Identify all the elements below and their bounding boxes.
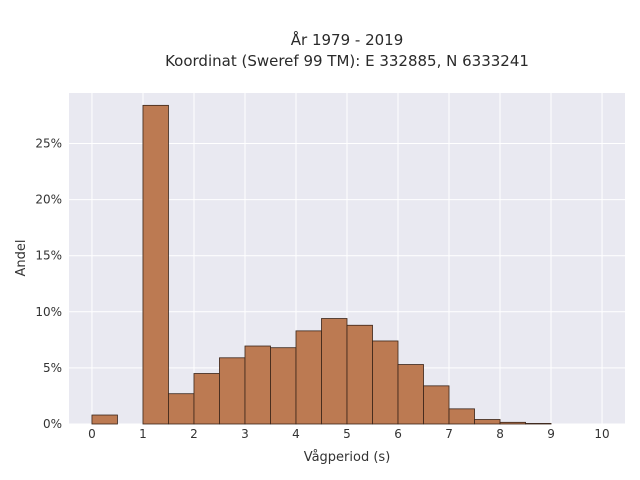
bar-11 — [397, 364, 424, 425]
chart-title-line-2: Koordinat (Sweref 99 TM): E 332885, N 63… — [165, 52, 529, 70]
x-tick-label-3: 3 — [241, 427, 249, 441]
x-tick-label-8: 8 — [496, 427, 504, 441]
y-tick-label-5: 25% — [35, 136, 62, 150]
chart-title-line-1: År 1979 - 2019 — [291, 30, 404, 49]
x-tick-label-6: 6 — [394, 427, 402, 441]
bar-16 — [525, 423, 552, 425]
bar-15 — [499, 421, 526, 425]
y-tick-label-0: 0% — [43, 417, 62, 431]
x-tick-label-1: 1 — [139, 427, 147, 441]
bar-2 — [168, 393, 195, 425]
x-tick-label-7: 7 — [445, 427, 453, 441]
bar-14 — [474, 419, 501, 425]
y-tick-label-3: 15% — [35, 249, 62, 263]
bar-10 — [372, 340, 399, 425]
x-tick-label-4: 4 — [292, 427, 300, 441]
bar-1 — [142, 104, 169, 425]
x-axis-ticks: 0 1 2 3 4 5 6 7 8 9 10 — [88, 427, 610, 441]
y-tick-label-2: 10% — [35, 305, 62, 319]
x-tick-label-9: 9 — [547, 427, 555, 441]
bars — [91, 104, 552, 425]
bar-13 — [448, 408, 475, 425]
x-tick-label-0: 0 — [88, 427, 96, 441]
x-tick-label-10: 10 — [594, 427, 609, 441]
bar-6 — [270, 347, 297, 425]
bar-5 — [244, 345, 271, 425]
bar-7 — [295, 330, 322, 425]
x-axis-label: Vågperiod (s) — [304, 450, 391, 465]
y-axis-label: Andel — [14, 240, 29, 277]
bar-8 — [321, 318, 348, 425]
x-tick-label-2: 2 — [190, 427, 198, 441]
bar-9 — [346, 324, 373, 425]
bar-12 — [423, 385, 450, 425]
x-tick-label-5: 5 — [343, 427, 351, 441]
bar-4 — [219, 357, 246, 425]
y-tick-label-1: 5% — [43, 361, 62, 375]
y-axis-ticks: 0% 5% 10% 15% 20% 25% — [35, 136, 62, 431]
bar-3 — [193, 373, 220, 425]
bar-0 — [91, 414, 118, 425]
y-tick-label-4: 20% — [35, 193, 62, 207]
